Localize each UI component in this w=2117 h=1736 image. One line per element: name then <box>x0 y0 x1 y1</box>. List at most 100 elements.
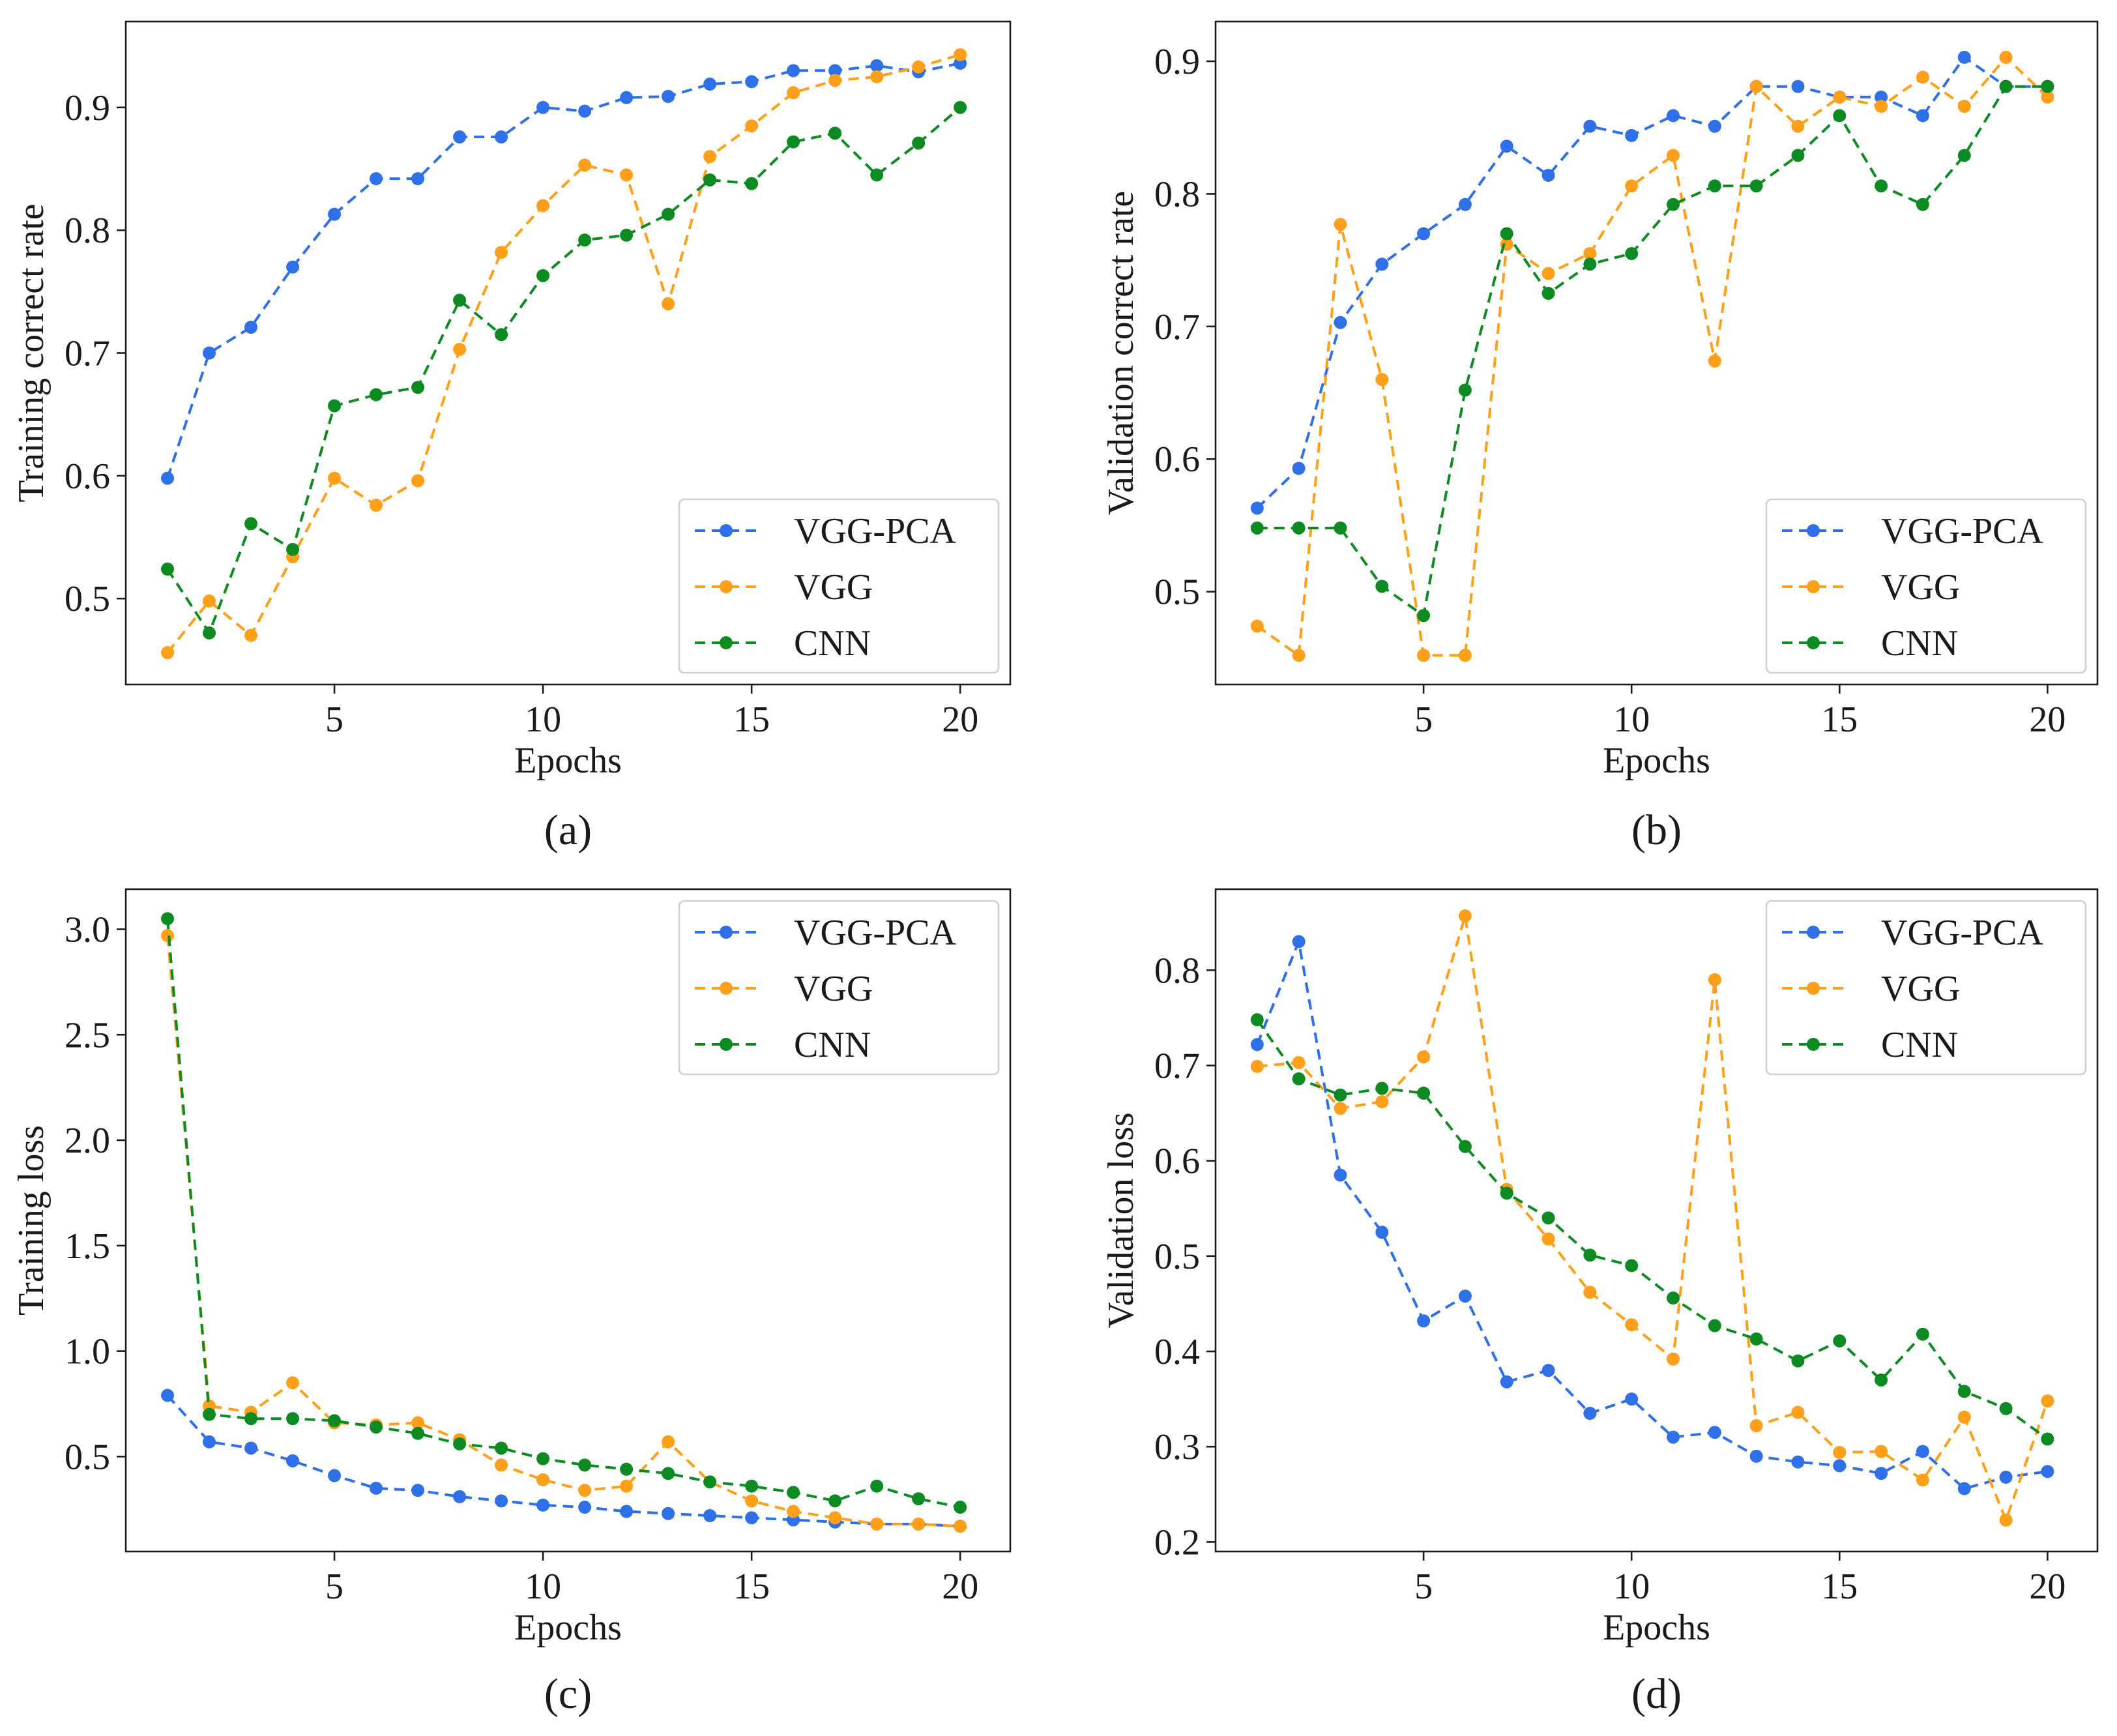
data-point <box>1708 1426 1721 1439</box>
data-point <box>703 1475 717 1489</box>
legend-item-cnn: CNN <box>1782 623 1958 664</box>
data-point <box>1292 1056 1306 1070</box>
data-point <box>578 1484 592 1497</box>
data-point <box>1999 1513 2013 1527</box>
data-point <box>1667 1430 1680 1444</box>
y-tick-label: 0.5 <box>65 1437 110 1477</box>
y-tick-label: 0.8 <box>1154 174 1200 214</box>
data-point <box>1541 1232 1555 1246</box>
data-point <box>453 1490 467 1503</box>
data-point <box>1625 1318 1639 1332</box>
legend: VGG-PCA VGG CNN <box>1765 498 2087 674</box>
data-point <box>1999 50 2013 64</box>
legend-label: VGG <box>794 567 873 608</box>
y-tick-label: 0.5 <box>65 579 110 619</box>
series-vgg-pca <box>1250 50 2054 515</box>
data-point <box>1957 1482 1971 1495</box>
series-line <box>166 919 961 1509</box>
series-cnn <box>161 100 967 640</box>
data-point <box>244 517 258 531</box>
data-point <box>1875 1467 1888 1480</box>
legend-box <box>678 900 1000 1076</box>
data-point <box>453 293 467 307</box>
data-point <box>1417 649 1431 662</box>
y-tick-label: 0.7 <box>65 334 110 374</box>
x-axis-label: Epochs <box>1603 1608 1710 1648</box>
data-point <box>1250 619 1264 633</box>
data-point <box>1375 1226 1389 1239</box>
legend-marker <box>1807 926 1820 939</box>
x-tick-label: 5 <box>1414 1567 1433 1607</box>
series-vgg-pca <box>1250 935 2054 1495</box>
chart-panel-b: 5 10 15 20 0.5 0.6 0.7 0.8 0.9 Epochs Validation c… <box>1101 20 2099 854</box>
legend-label: CNN <box>794 1025 871 1065</box>
legend-label: CNN <box>794 623 871 664</box>
data-point <box>495 246 508 259</box>
series-vgg <box>161 929 967 1533</box>
data-point <box>2041 1394 2054 1408</box>
data-point <box>787 1486 800 1499</box>
data-point <box>787 86 800 100</box>
data-point <box>1791 1455 1805 1469</box>
legend-item-vgg: VGG <box>1782 567 1960 608</box>
series-line <box>166 62 961 479</box>
legend-item-vgg: VGG <box>695 969 873 1009</box>
series-line <box>166 935 961 1528</box>
data-point <box>870 168 884 182</box>
legend-item-vgg-pca: VGG-PCA <box>695 511 956 552</box>
data-point <box>1625 1392 1639 1406</box>
data-point <box>1875 1445 1888 1458</box>
data-point <box>662 1467 675 1480</box>
x-axis-label: Epochs <box>1603 741 1710 781</box>
data-point <box>1791 1405 1805 1419</box>
x-tick-label: 10 <box>1613 1567 1650 1607</box>
data-point <box>2041 1465 2054 1479</box>
series-vgg <box>161 48 967 660</box>
x-tick-label: 5 <box>325 699 343 740</box>
data-point <box>1500 140 1513 153</box>
data-point <box>1916 1327 1929 1341</box>
data-point <box>1417 227 1431 241</box>
data-point <box>620 91 634 104</box>
data-point <box>1708 973 1721 986</box>
data-point <box>370 1420 383 1434</box>
series-cnn <box>1250 1013 2054 1446</box>
data-point <box>203 1435 216 1449</box>
legend-item-cnn: CNN <box>695 623 871 664</box>
data-point <box>578 1501 592 1514</box>
data-point <box>787 135 800 149</box>
legend-label: VGG <box>1881 567 1960 608</box>
data-point <box>1791 80 1805 93</box>
legend-label: VGG <box>794 969 873 1009</box>
y-tick-label: 0.5 <box>1154 1237 1200 1277</box>
data-point <box>1375 1095 1389 1108</box>
data-point <box>662 89 675 103</box>
data-point <box>1833 1459 1847 1473</box>
legend: VGG-PCA VGG CNN <box>678 900 1000 1076</box>
data-point <box>662 1507 675 1520</box>
data-point <box>244 1412 258 1426</box>
data-point <box>828 1511 842 1525</box>
data-point <box>912 60 926 74</box>
data-point <box>536 269 550 282</box>
data-point <box>1875 1373 1888 1387</box>
data-point <box>1749 179 1763 193</box>
data-point <box>1250 1059 1264 1073</box>
x-tick-label: 15 <box>1821 699 1858 740</box>
data-point <box>536 199 550 213</box>
data-point <box>745 1511 759 1525</box>
y-axis-label: Validation loss <box>1101 1112 1141 1328</box>
x-tick-label: 10 <box>1613 699 1650 740</box>
data-point <box>286 1412 300 1426</box>
data-point <box>1250 1038 1264 1052</box>
data-point <box>578 233 592 247</box>
data-point <box>203 594 216 608</box>
data-point <box>1541 286 1555 300</box>
data-point <box>1458 1140 1472 1153</box>
chart-panel-c: 5 10 15 20 0.5 1.0 1.5 2.0 2.5 3.0 Epochs Training … <box>11 888 1012 1718</box>
data-point <box>286 260 300 274</box>
legend-box <box>678 498 1000 674</box>
data-point <box>1375 580 1389 593</box>
data-point <box>578 1458 592 1472</box>
y-axis-label: Validation correct rate <box>1101 191 1141 516</box>
